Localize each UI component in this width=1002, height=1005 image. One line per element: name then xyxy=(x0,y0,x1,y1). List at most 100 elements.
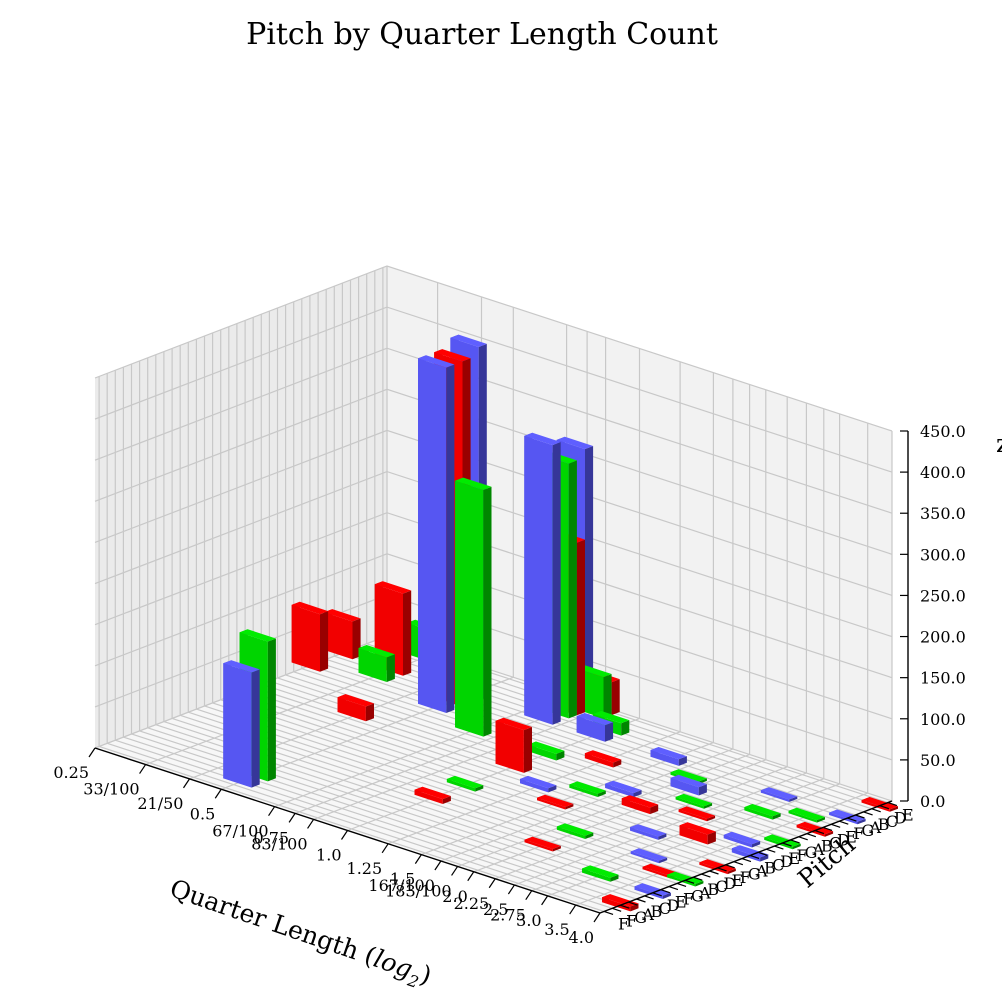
z-tick-label: 200.0 xyxy=(920,628,966,647)
bar-top-face xyxy=(524,432,561,446)
bar-top-face xyxy=(630,824,667,837)
y-tick-label: D xyxy=(837,830,850,849)
bar-right-face xyxy=(610,874,619,882)
bar-right-face xyxy=(552,845,561,852)
x-tick-mark xyxy=(214,788,222,799)
bar xyxy=(524,836,561,852)
x-tick-mark xyxy=(434,860,442,871)
y-tick-label: F xyxy=(797,846,808,865)
z-tick-label: 300.0 xyxy=(920,545,966,564)
bar-front-face xyxy=(337,697,366,722)
bar xyxy=(630,848,668,864)
bar-front-face xyxy=(630,851,660,864)
y-tick-label: E xyxy=(902,806,914,825)
bar-right-face xyxy=(403,590,412,676)
bar-top-face xyxy=(537,794,574,807)
bar-right-face xyxy=(568,460,577,719)
y-tick-label: F xyxy=(853,824,864,843)
bar-top-face xyxy=(760,787,798,800)
y-tick-mark xyxy=(668,885,679,891)
bar-right-face xyxy=(611,679,620,716)
bar-right-face xyxy=(772,813,781,820)
y-tick-mark xyxy=(757,851,768,856)
bar-right-face xyxy=(707,815,716,822)
y-tick-label: F xyxy=(626,911,637,930)
x-tick-label: 0.5 xyxy=(190,804,215,823)
bar xyxy=(829,809,866,825)
y-tick-label: B xyxy=(764,858,776,877)
y-tick-label: E xyxy=(788,849,800,868)
bar-right-face xyxy=(320,611,329,672)
bar-right-face xyxy=(597,790,606,797)
y-tick-mark xyxy=(620,904,630,909)
bar-top-face xyxy=(239,629,276,642)
bar xyxy=(537,794,574,810)
y-tick-mark xyxy=(741,857,752,863)
bar xyxy=(764,834,801,850)
bar-right-face xyxy=(695,880,704,887)
y-tick-label: A xyxy=(812,840,825,859)
y-tick-mark xyxy=(725,864,735,869)
z-gridline xyxy=(94,512,893,679)
z-tick-label: 450.0 xyxy=(920,422,966,441)
bar-right-face xyxy=(483,486,492,737)
bar xyxy=(337,694,374,722)
bars-group xyxy=(223,334,898,912)
bar xyxy=(358,645,395,682)
y-tick-mark xyxy=(676,882,687,888)
bar-top-face xyxy=(670,769,707,782)
y-tick-mark xyxy=(814,829,825,835)
x-tick-label: 1.25 xyxy=(347,859,383,878)
y-tick-label: C xyxy=(659,899,671,918)
bar-top-face xyxy=(650,747,687,760)
bar-right-face xyxy=(386,654,395,682)
y-tick-label: A xyxy=(755,862,768,881)
bar xyxy=(605,780,642,798)
y-tick-label: G xyxy=(861,821,874,840)
bar-front-face xyxy=(537,797,566,810)
bar xyxy=(291,601,329,672)
y-tick-mark xyxy=(636,898,646,903)
bar-top-face xyxy=(434,349,471,362)
bar-right-face xyxy=(251,669,260,788)
x-tick-mark xyxy=(414,854,422,864)
bar xyxy=(584,750,622,768)
x-tick-mark xyxy=(307,819,315,829)
bar-right-face xyxy=(475,785,484,792)
bar-right-face xyxy=(816,817,825,823)
z-tick-label: 150.0 xyxy=(920,669,966,688)
bar-top-face xyxy=(495,717,532,731)
x-tick-mark xyxy=(268,806,276,816)
bar-front-face xyxy=(528,744,557,761)
bar-top-face xyxy=(291,601,329,615)
z-tick-label: 350.0 xyxy=(920,504,966,523)
bar-front-face xyxy=(667,874,696,887)
bar-right-face xyxy=(585,446,594,713)
bar-top-face xyxy=(788,807,825,821)
x-tick-mark xyxy=(467,871,475,882)
y-tick-mark xyxy=(652,892,662,897)
bar-front-face xyxy=(679,825,708,845)
bar-right-face xyxy=(633,790,642,798)
bar-right-face xyxy=(889,806,898,812)
bar xyxy=(576,713,614,742)
y-tick-mark xyxy=(693,876,703,881)
z-tick-label: 100.0 xyxy=(920,710,966,729)
y-tick-label: B xyxy=(821,837,833,856)
bar-right-face xyxy=(659,857,668,864)
y-tick-label: G xyxy=(748,865,761,884)
x-tick-label: 1.5 xyxy=(390,870,415,889)
bar xyxy=(634,883,671,899)
bar xyxy=(414,786,451,804)
y-tick-mark xyxy=(766,848,776,853)
bar-top-face xyxy=(556,823,594,836)
bar xyxy=(760,787,798,802)
bar-front-face xyxy=(520,779,549,793)
bar-front-face xyxy=(675,797,704,809)
y-tick-mark xyxy=(749,854,760,860)
bar-front-face xyxy=(418,358,447,713)
x-tick-mark xyxy=(288,813,296,823)
z-gridline xyxy=(94,306,893,473)
bar-top-face xyxy=(829,809,866,822)
y-tick-mark xyxy=(684,879,695,884)
